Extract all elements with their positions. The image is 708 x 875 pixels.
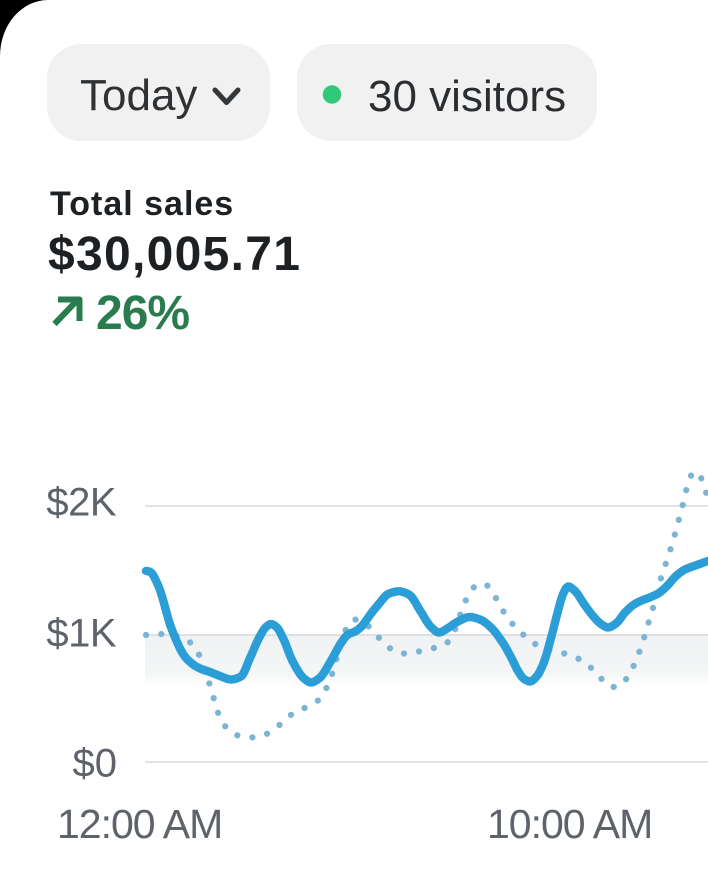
- svg-text:$2K: $2K: [46, 481, 116, 525]
- svg-text:$0: $0: [73, 742, 118, 786]
- svg-text:30 visitors: 30 visitors: [368, 72, 566, 121]
- svg-text:10:00 AM: 10:00 AM: [487, 801, 652, 847]
- svg-text:$30,005.71: $30,005.71: [48, 228, 301, 281]
- svg-text:26%: 26%: [96, 287, 189, 340]
- svg-text:12:00 AM: 12:00 AM: [57, 801, 222, 847]
- svg-text:Today: Today: [80, 71, 197, 120]
- svg-text:$1K: $1K: [46, 612, 116, 656]
- svg-text:Total sales: Total sales: [50, 185, 234, 223]
